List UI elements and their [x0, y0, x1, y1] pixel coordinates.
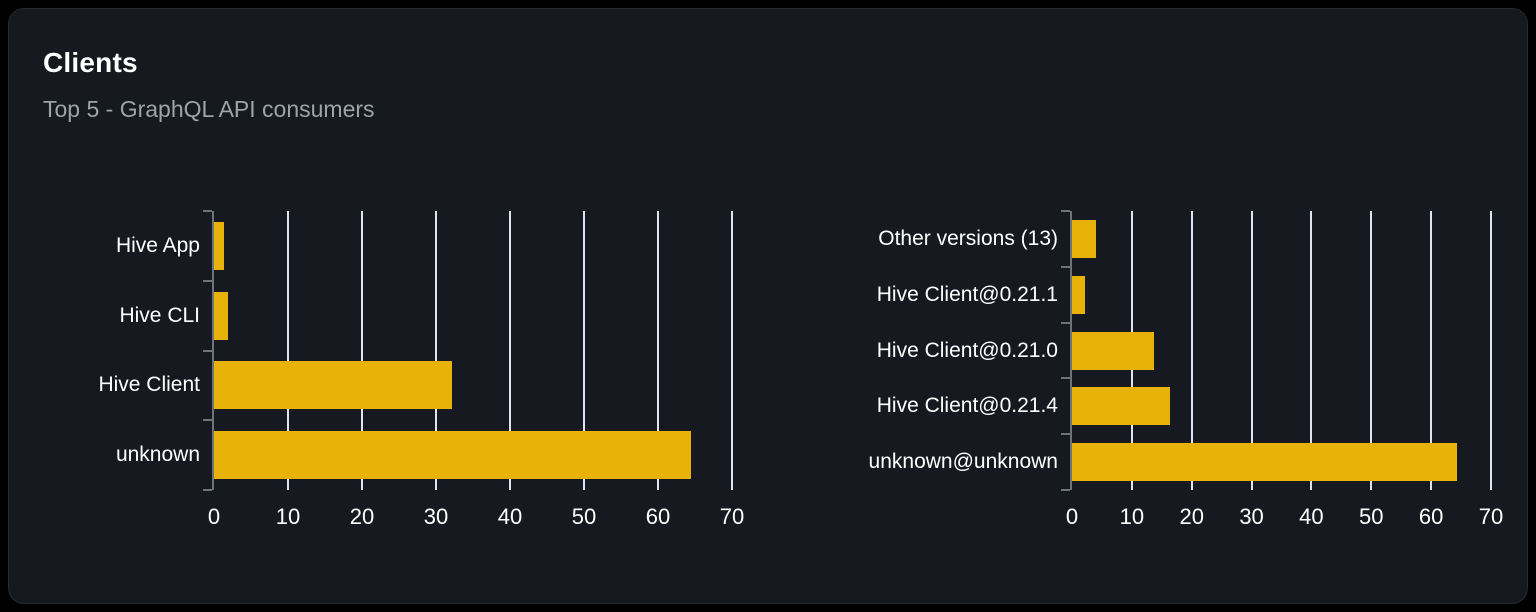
x-tick-label: 0	[1065, 504, 1079, 529]
y-axis-tick	[203, 279, 212, 282]
x-tick-label: 70	[1478, 504, 1504, 529]
gridline	[1310, 211, 1313, 490]
bar[interactable]	[1072, 387, 1170, 426]
gridline	[1490, 211, 1492, 490]
gridline	[657, 211, 659, 490]
x-tick-label: 50	[1359, 504, 1384, 529]
bar[interactable]	[214, 291, 229, 340]
bar[interactable]	[1072, 275, 1086, 314]
gridline	[731, 211, 733, 490]
category-label: unknown@unknown	[868, 450, 1058, 474]
y-axis-tick	[203, 489, 212, 491]
category-label: Hive Client@0.21.0	[876, 338, 1058, 362]
y-axis-tick	[1061, 321, 1070, 324]
y-axis-tick	[203, 210, 212, 212]
x-tick-label: 70	[719, 504, 745, 529]
bar[interactable]	[1072, 219, 1096, 258]
y-axis-tick	[1061, 489, 1070, 491]
y-axis-tick	[203, 419, 212, 422]
clients-panel	[8, 8, 1528, 604]
gridline	[1250, 211, 1253, 490]
x-tick-label: 10	[1119, 504, 1145, 529]
category-label: Hive App	[115, 233, 200, 257]
panel-title: Clients	[43, 47, 138, 78]
x-tick-label: 60	[645, 504, 671, 529]
category-label: Hive CLI	[119, 303, 200, 327]
x-tick-label: 10	[275, 504, 301, 529]
bar[interactable]	[214, 361, 453, 410]
x-tick-label: 20	[349, 504, 375, 529]
x-tick-label: 20	[1179, 504, 1204, 529]
y-axis-tick	[1061, 377, 1070, 380]
x-tick-label: 0	[207, 504, 221, 529]
category-label: Other versions (13)	[878, 226, 1058, 250]
category-label: Hive Client	[98, 373, 200, 397]
gridline	[1190, 211, 1193, 490]
gridline	[509, 211, 511, 490]
x-tick-label: 30	[423, 504, 449, 529]
bar[interactable]	[214, 431, 691, 480]
gridline	[435, 211, 437, 490]
y-axis-line	[212, 211, 214, 490]
category-label: Hive Client@0.21.4	[876, 394, 1058, 418]
gridline	[361, 211, 363, 490]
x-tick-label: 50	[571, 504, 597, 529]
y-axis-tick	[1061, 210, 1070, 212]
category-label: unknown	[115, 443, 200, 467]
y-axis-line	[1070, 211, 1072, 490]
gridline	[1370, 211, 1373, 490]
panel-subtitle: Top 5 - GraphQL API consumers	[43, 96, 375, 122]
x-tick-label: 60	[1418, 504, 1444, 529]
bar[interactable]	[214, 221, 225, 270]
x-tick-label: 40	[497, 504, 523, 529]
x-tick-label: 30	[1239, 504, 1264, 529]
category-label: Hive Client@0.21.1	[876, 282, 1058, 306]
y-axis-tick	[203, 349, 212, 352]
gridline	[1430, 211, 1433, 490]
bar[interactable]	[1072, 443, 1457, 482]
y-axis-tick	[1061, 265, 1070, 268]
gridline	[287, 211, 289, 490]
y-axis-tick	[1061, 433, 1070, 436]
x-tick-label: 40	[1299, 504, 1324, 529]
bar[interactable]	[1072, 331, 1154, 370]
gridline	[583, 211, 585, 490]
